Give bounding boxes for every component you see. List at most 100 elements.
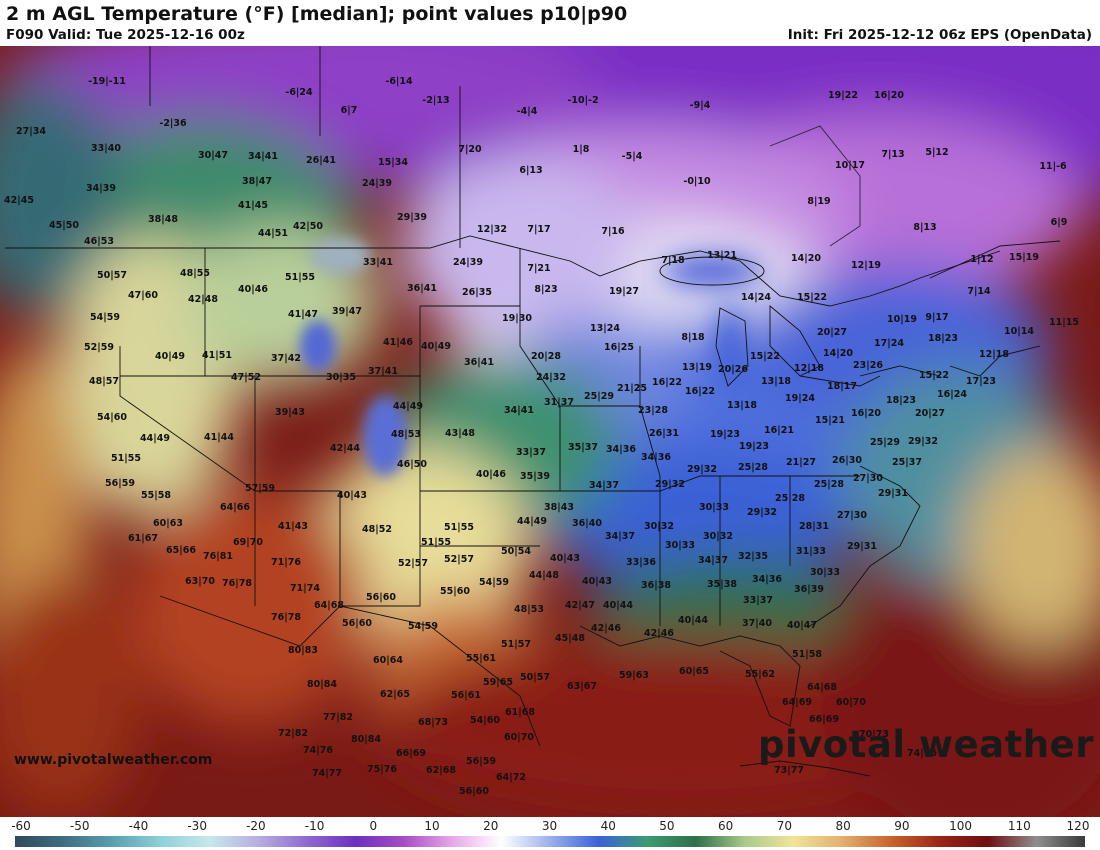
point-value: 30|47 — [198, 150, 228, 161]
point-value: 25|28 — [814, 479, 844, 490]
point-value: 12|18 — [794, 363, 824, 374]
colorbar-tick: 120 — [1066, 819, 1090, 833]
point-value: 54|59 — [408, 621, 438, 632]
point-value: 29|32 — [655, 479, 685, 490]
map-title: 2 m AGL Temperature (°F) [median]; point… — [6, 3, 628, 25]
point-value: 33|37 — [516, 447, 546, 458]
point-value: 29|31 — [878, 488, 908, 499]
point-value: 6|9 — [1051, 217, 1068, 228]
political-borders — [5, 46, 1061, 777]
colorbar-tick: 90 — [894, 819, 910, 833]
point-value: 40|43 — [582, 576, 612, 587]
point-value: 11|-6 — [1039, 161, 1067, 172]
point-value: 29|31 — [847, 541, 877, 552]
point-value: 40|44 — [603, 600, 633, 611]
point-value: 38|47 — [242, 176, 272, 187]
point-value: 7|17 — [527, 224, 550, 235]
temperature-map[interactable]: -19|-11 -6|24 -6|14 -2|13 -4|4 -10|-2 -9|4 19|2… — [0, 46, 1100, 817]
point-value: 55|62 — [745, 669, 775, 680]
point-value: 11|15 — [1049, 317, 1079, 328]
point-value: 30|32 — [644, 521, 674, 532]
point-value: 40|49 — [421, 341, 451, 352]
temperature-field — [0, 46, 1100, 817]
point-value: -5|4 — [622, 151, 643, 162]
point-value: 16|21 — [764, 425, 794, 436]
point-value: 25|28 — [775, 493, 805, 504]
point-value: 6|13 — [519, 165, 542, 176]
point-value: 76|78 — [271, 612, 301, 623]
point-value: 48|57 — [89, 376, 119, 387]
point-value: 20|27 — [915, 408, 945, 419]
colorbar-tick: 40 — [600, 819, 616, 833]
colorbar-tick: 60 — [718, 819, 734, 833]
point-value: 25|29 — [584, 391, 614, 402]
point-value: 56|60 — [459, 786, 489, 797]
point-value: 60|64 — [373, 655, 403, 666]
point-value: 10|14 — [1004, 326, 1034, 337]
point-value: -2|13 — [422, 95, 449, 106]
watermark-logo: pivotal weather — [757, 723, 1094, 766]
point-value: 12|32 — [477, 224, 507, 235]
point-value: 71|74 — [290, 583, 320, 594]
point-value: 8|23 — [534, 284, 557, 295]
point-value: 48|53 — [514, 604, 544, 615]
point-value: 15|22 — [797, 292, 827, 303]
point-value: 16|22 — [685, 386, 715, 397]
point-value: 57|59 — [245, 483, 275, 494]
colorbar-tick: -50 — [69, 819, 90, 833]
point-value: 44|51 — [258, 228, 288, 239]
point-value: 63|67 — [567, 681, 597, 692]
point-value: 70|73 — [859, 729, 889, 740]
point-value: 13|18 — [761, 376, 791, 387]
point-value: 19|22 — [828, 90, 858, 101]
point-value: 20|28 — [531, 351, 561, 362]
point-value: 15|21 — [815, 415, 845, 426]
point-value: 33|41 — [363, 257, 393, 268]
point-value: 56|59 — [466, 756, 496, 767]
point-value: 35|38 — [707, 579, 737, 590]
point-value: 42|46 — [644, 628, 674, 639]
point-value: 43|48 — [445, 428, 475, 439]
point-value: -2|36 — [159, 118, 187, 129]
point-value: 51|55 — [285, 272, 315, 283]
point-value: 60|70 — [836, 697, 866, 708]
point-value: 64|72 — [496, 772, 526, 783]
point-value: 31|37 — [544, 397, 574, 408]
point-value: 37|42 — [271, 353, 301, 364]
point-value: 27|30 — [837, 510, 867, 521]
point-value: 26|30 — [832, 455, 862, 466]
point-value: 34|36 — [752, 574, 782, 585]
point-value: 76|81 — [203, 551, 233, 562]
map-canvas[interactable]: -19|-11 -6|24 -6|14 -2|13 -4|4 -10|-2 -9|4 19|2… — [0, 46, 1100, 817]
point-value: 64|66 — [220, 502, 250, 513]
point-value: 1|12 — [970, 254, 993, 265]
point-value: 42|50 — [293, 221, 323, 232]
point-value: 44|48 — [529, 570, 559, 581]
point-value: 10|19 — [887, 314, 917, 325]
point-value: 10|17 — [835, 160, 865, 171]
point-value: 7|18 — [661, 255, 685, 266]
point-value: 34|36 — [606, 444, 636, 455]
point-value: 12|18 — [979, 349, 1009, 360]
colorbar-tick: 10 — [424, 819, 440, 833]
point-value: 15|19 — [1009, 252, 1039, 263]
point-value: 35|39 — [520, 471, 550, 482]
point-value: 18|23 — [928, 333, 958, 344]
point-value: 65|66 — [166, 545, 196, 556]
point-value: 41|47 — [288, 309, 318, 320]
point-value: 5|12 — [925, 147, 948, 158]
point-value: 24|39 — [362, 178, 392, 189]
point-value: 60|63 — [153, 518, 183, 529]
point-value: 7|20 — [458, 144, 482, 155]
point-value: 55|58 — [141, 490, 171, 501]
point-value: 6|7 — [341, 105, 358, 116]
point-value: 59|63 — [619, 670, 649, 681]
point-value: 18|23 — [886, 395, 916, 406]
point-value: 13|24 — [590, 323, 620, 334]
point-value: 30|32 — [703, 531, 733, 542]
point-value: 60|70 — [504, 732, 534, 743]
point-value: 26|31 — [649, 428, 679, 439]
point-value: 54|60 — [97, 412, 127, 423]
point-value: 13|21 — [707, 250, 737, 261]
point-value: 51|58 — [792, 649, 822, 660]
